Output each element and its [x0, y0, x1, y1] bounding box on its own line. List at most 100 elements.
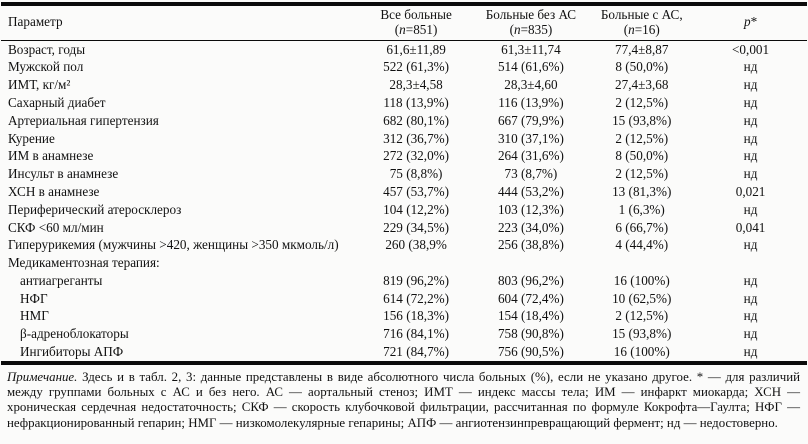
paper-table-page: Параметр Все больные (n=851) Больные без… [1, 2, 807, 431]
value-without-as: 61,3±11,74 [501, 41, 561, 57]
value-without-as: 667 (79,9%) [497, 112, 564, 128]
value-all-patients: 156 (18,3%) [383, 308, 450, 324]
param-label: Курение [8, 130, 55, 146]
p-value: нд [743, 59, 758, 75]
value-all-patients: 721 (84,7%) [359, 343, 473, 366]
value-all-patients: 522 (61,3%) [383, 59, 450, 75]
value-all-patients: 28,3±4,58 [389, 77, 443, 93]
table-footnote: Примечание. Здесь и в табл. 2, 3: данные… [7, 370, 800, 431]
p-value: нд [743, 272, 758, 288]
value-without-as: 803 (96,2%) [497, 272, 564, 288]
value-with-as: 16 (100%) [589, 343, 695, 366]
p-value: нд [743, 308, 758, 324]
value-with-as: 1 (6,3%) [618, 201, 665, 217]
header-n-count: (n=835) [509, 21, 553, 37]
table-row: СКФ <60 мл/мин 229 (34,5%) 223 (34,0%) 6… [1, 219, 807, 237]
header-n-count: (n=16) [623, 21, 660, 37]
table-row: β-адреноблокаторы 716 (84,1%) 758 (90,8%… [1, 326, 807, 344]
value-with-as: 8 (50,0%) [615, 59, 669, 75]
value-with-as: 4 (44,4%) [615, 237, 669, 253]
value-with-as: 16 (100%) [613, 272, 670, 288]
p-value: нд [743, 237, 758, 253]
table-row: ИМТ, кг/м² 28,3±4,58 28,3±4,60 27,4±3,68… [1, 77, 807, 95]
column-header-without-as: Больные без АС (n=835) [472, 4, 590, 41]
table-row: Инсульт в анамнезе 75 (8,8%) 73 (8,7%) 2… [1, 165, 807, 183]
param-label: Артериальная гипертензия [8, 112, 159, 128]
value-without-as: 256 (38,8%) [497, 237, 564, 253]
p-value [694, 254, 807, 272]
value-all-patients: 272 (32,0%) [383, 148, 450, 164]
value-without-as: 116 (13,9%) [498, 95, 564, 111]
table-body: Возраст, годы 61,6±11,89 61,3±11,74 77,4… [1, 41, 807, 366]
param-label: Периферический атеросклероз [8, 201, 182, 217]
header-title: Все больные [380, 7, 452, 22]
table-row: Периферический атеросклероз 104 (12,2%) … [1, 201, 807, 219]
value-all-patients: 260 (38,9% [385, 237, 447, 253]
param-label: Сахарный диабет [8, 95, 106, 111]
table-row: Курение 312 (36,7%) 310 (37,1%) 2 (12,5%… [1, 130, 807, 148]
footnote-text: Здесь и в табл. 2, 3: данные представлен… [7, 370, 800, 430]
value-with-as: 10 (62,5%) [612, 290, 672, 306]
table-row: ИМ в анамнезе 272 (32,0%) 264 (31,6%) 8 … [1, 148, 807, 166]
param-label: β-адреноблокаторы [20, 326, 129, 342]
p-value: нд [743, 148, 758, 164]
value-without-as: 264 (31,6%) [497, 148, 564, 164]
value-with-as: 15 (93,8%) [612, 112, 672, 128]
table-row: Сахарный диабет 118 (13,9%) 116 (13,9%) … [1, 94, 807, 112]
column-header-p-value: p* [694, 4, 807, 41]
p-value: нд [694, 343, 807, 366]
value-all-patients: 819 (96,2%) [383, 272, 450, 288]
value-without-as: 758 (90,8%) [497, 326, 564, 342]
p-value: нд [743, 326, 758, 342]
param-label: Мужской пол [8, 59, 84, 75]
value-with-as: 8 (50,0%) [615, 148, 669, 164]
value-with-as: 2 (12,5%) [615, 166, 669, 182]
param-label: Инсульт в анамнезе [8, 166, 119, 182]
p-value: нд [743, 290, 758, 306]
value-without-as: 604 (72,4%) [497, 290, 564, 306]
value-all-patients: 104 (12,2%) [383, 201, 450, 217]
param-label: Ингибиторы АПФ [1, 343, 360, 366]
value-all-patients: 75 (8,8%) [389, 166, 443, 182]
value-without-as: 223 (34,0%) [497, 219, 564, 235]
p-value: 0,041 [735, 219, 766, 235]
table-row: Ингибиторы АПФ 721 (84,7%) 756 (90,5%) 1… [1, 343, 807, 366]
value-with-as [589, 254, 694, 272]
value-without-as: 28,3±4,60 [504, 77, 558, 93]
param-label: ИМ в анамнезе [8, 148, 94, 164]
column-header-all-patients: Все больные (n=851) [359, 4, 473, 41]
table-header: Параметр Все больные (n=851) Больные без… [1, 4, 807, 41]
header-row: Параметр Все больные (n=851) Больные без… [1, 4, 807, 41]
value-all-patients: 61,6±11,89 [386, 41, 446, 57]
p-value: нд [743, 95, 758, 111]
header-title: Больные без АС [485, 7, 577, 22]
value-without-as: 756 (90,5%) [472, 343, 590, 366]
p-value: нд [743, 130, 758, 146]
value-without-as [473, 254, 590, 272]
value-with-as: 15 (93,8%) [612, 326, 672, 342]
p-value: нд [743, 201, 758, 217]
table-row: Гиперурикемия (мужчины >420, женщины >35… [1, 237, 807, 255]
value-with-as: 6 (66,7%) [615, 219, 669, 235]
table-row: Возраст, годы 61,6±11,89 61,3±11,74 77,4… [1, 41, 807, 59]
value-with-as: 77,4±8,87 [615, 41, 669, 57]
table-section-row: Медикаментозная терапия: [1, 254, 807, 272]
table-row: НФГ 614 (72,2%) 604 (72,4%) 10 (62,5%) н… [1, 290, 807, 308]
value-without-as: 103 (12,3%) [497, 201, 564, 217]
param-label: ИМТ, кг/м² [8, 77, 71, 93]
section-label: Медикаментозная терапия: [8, 255, 160, 271]
table-row: НМГ 156 (18,3%) 154 (18,4%) 2 (12,5%) нд [1, 308, 807, 326]
value-with-as: 2 (12,5%) [615, 130, 669, 146]
patient-characteristics-table: Параметр Все больные (n=851) Больные без… [1, 2, 807, 366]
param-label: НФГ [20, 290, 48, 306]
p-value: <0,001 [732, 41, 770, 57]
value-all-patients: 682 (80,1%) [383, 112, 450, 128]
column-header-parameter: Параметр [1, 4, 360, 41]
header-title: Больные с АС, [600, 7, 683, 22]
value-with-as: 27,4±3,68 [615, 77, 669, 93]
table-row: Мужской пол 522 (61,3%) 514 (61,6%) 8 (5… [1, 59, 807, 77]
p-value: 0,021 [735, 183, 766, 199]
table-row: Артериальная гипертензия 682 (80,1%) 667… [1, 112, 807, 130]
param-label: Возраст, годы [8, 41, 86, 57]
table-row: ХСН в анамнезе 457 (53,7%) 444 (53,2%) 1… [1, 183, 807, 201]
